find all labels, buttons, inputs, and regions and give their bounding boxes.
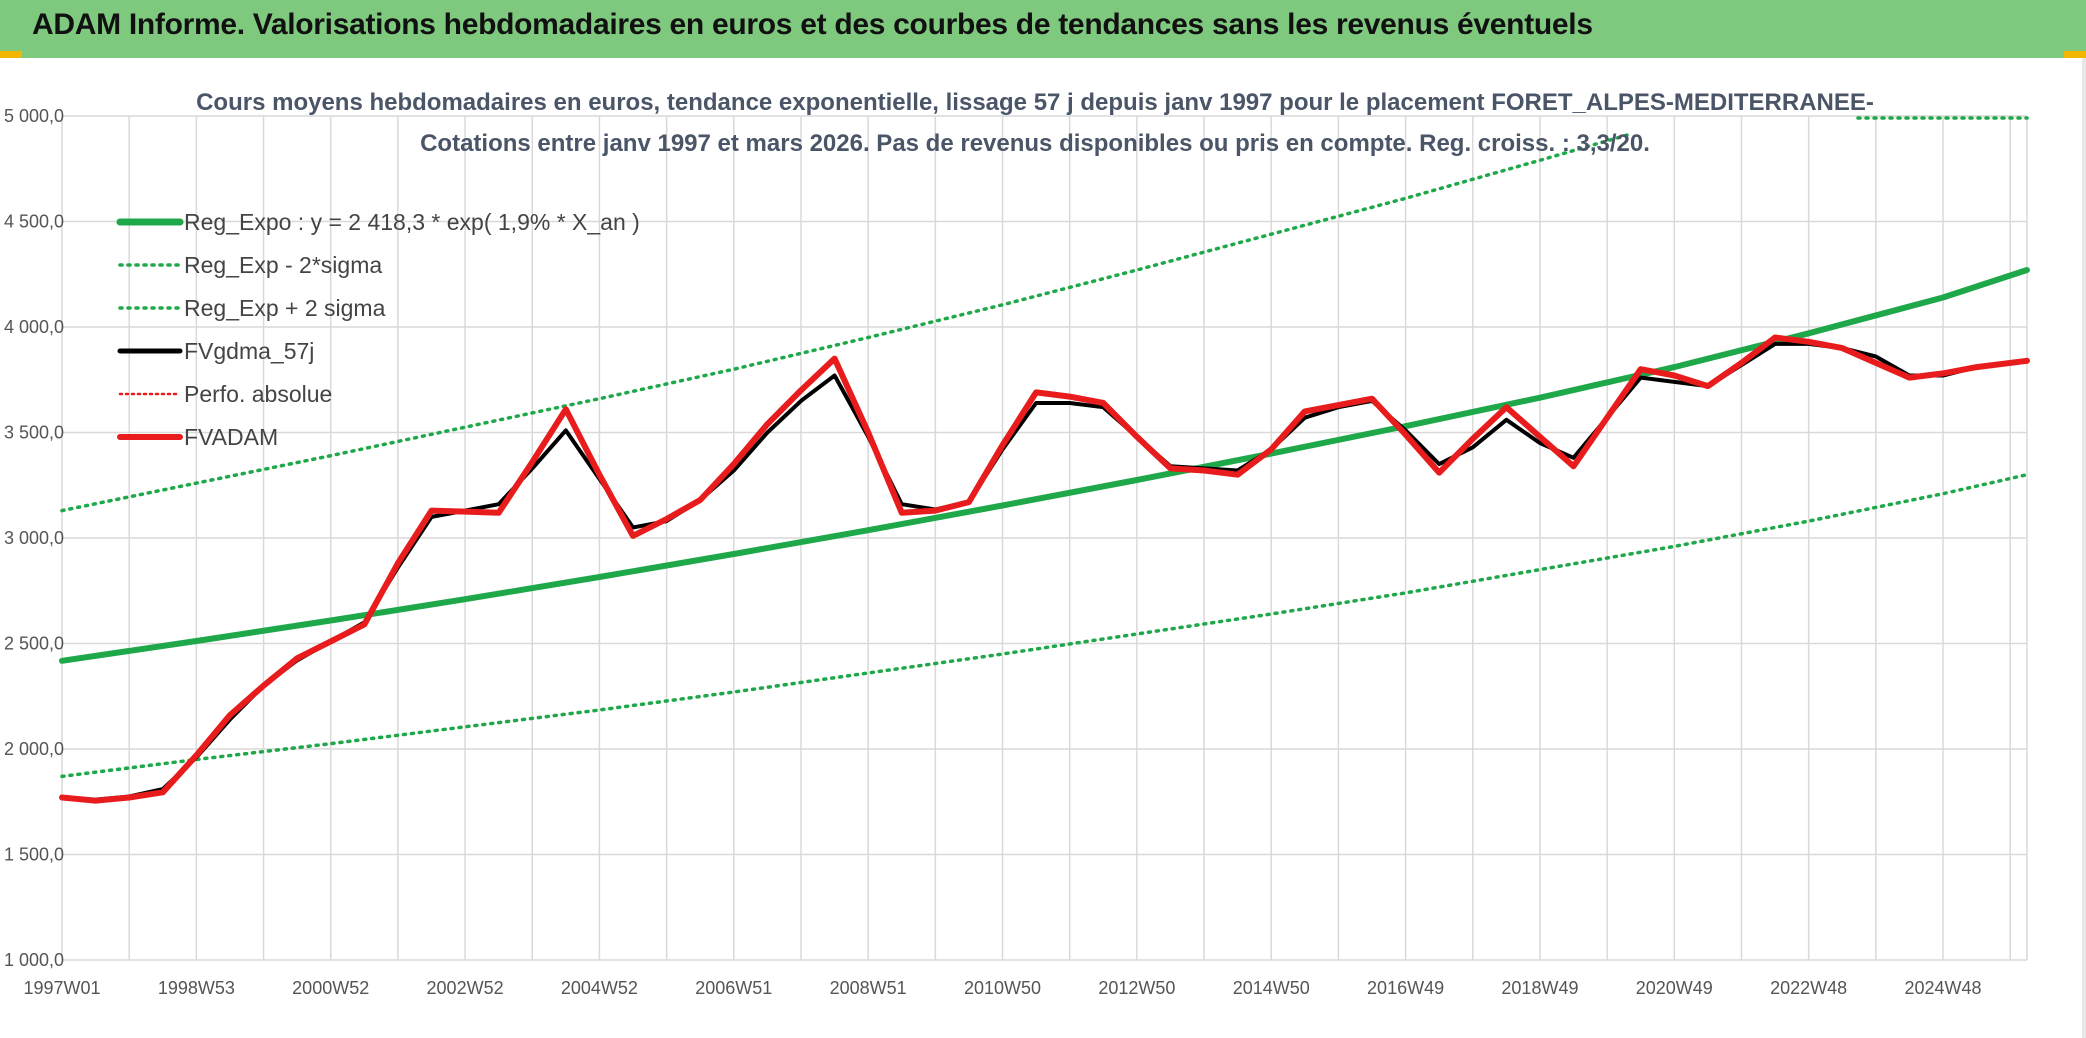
x-tick-label: 2008W51 (830, 978, 907, 998)
corner-accent-right (2064, 51, 2086, 58)
legend-label-1: Reg_Exp - 2*sigma (184, 252, 382, 278)
y-axis-ticks: 1 000,0 1 500,0 2 000,0 2 500,0 3 000,0 3 500… (4, 106, 64, 970)
y-tick-label: 3 500,0 (4, 423, 64, 443)
chart-subtitle-line-2: Cotations entre janv 1997 et mars 2026. … (420, 130, 1650, 157)
corner-accent-left (0, 51, 22, 58)
chart-subtitle-line-1: Cours moyens hebdomadaires en euros, ten… (196, 89, 1874, 116)
x-tick-label: 2022W48 (1770, 978, 1847, 998)
x-tick-label: 1997W01 (23, 978, 100, 998)
line-chart: 1 000,0 1 500,0 2 000,0 2 500,0 3 000,0 3 500… (4, 89, 2030, 998)
x-tick-label: 2020W49 (1636, 978, 1713, 998)
x-axis-ticks: 1997W01 1998W53 2000W52 2002W52 2004W52 2006W… (23, 978, 1981, 998)
series-line-2 (60, 133, 1630, 513)
x-tick-label: 2018W49 (1501, 978, 1578, 998)
y-tick-label: 2 000,0 (4, 739, 64, 759)
x-tick-label: 2012W50 (1098, 978, 1175, 998)
series-line-3 (60, 341, 2029, 802)
x-tick-label: 2006W51 (695, 978, 772, 998)
series-line-5 (59, 334, 2030, 804)
x-tick-label: 2004W52 (561, 978, 638, 998)
x-tick-label: 2000W52 (292, 978, 369, 998)
y-tick-label: 1 000,0 (4, 950, 64, 970)
legend-label-5: FVADAM (184, 424, 278, 450)
series-line-1 (60, 472, 2029, 779)
chart-legend: Reg_Expo : y = 2 418,3 * exp( 1,9% * X_a… (116, 209, 640, 450)
legend-label-0: Reg_Expo : y = 2 418,3 * exp( 1,9% * X_a… (184, 209, 640, 235)
x-tick-label: 2002W52 (427, 978, 504, 998)
y-tick-label: 2 500,0 (4, 634, 64, 654)
series-line-0 (59, 267, 2030, 664)
y-tick-label: 5 000,0 (4, 106, 64, 126)
legend-label-3: FVgdma_57j (184, 338, 314, 364)
legend-label-4: Perfo. absolue (184, 381, 332, 407)
y-tick-label: 4 500,0 (4, 212, 64, 232)
chart-subtitle: Cours moyens hebdomadaires en euros, ten… (196, 89, 1874, 157)
x-tick-label: 2014W50 (1233, 978, 1310, 998)
title-banner: ADAM Informe. Valorisations hebdomadaire… (0, 0, 2086, 58)
x-tick-label: 2010W50 (964, 978, 1041, 998)
legend-label-2: Reg_Exp + 2 sigma (184, 295, 386, 321)
x-tick-label: 2016W49 (1367, 978, 1444, 998)
x-tick-label: 1998W53 (158, 978, 235, 998)
page-title: ADAM Informe. Valorisations hebdomadaire… (32, 8, 1593, 41)
chart-series (59, 116, 2030, 804)
y-tick-label: 3 000,0 (4, 528, 64, 548)
y-tick-label: 4 000,0 (4, 317, 64, 337)
x-tick-label: 2024W48 (1904, 978, 1981, 998)
y-tick-label: 1 500,0 (4, 845, 64, 865)
chart-grid (61, 115, 2028, 961)
right-edge (2082, 58, 2086, 1038)
